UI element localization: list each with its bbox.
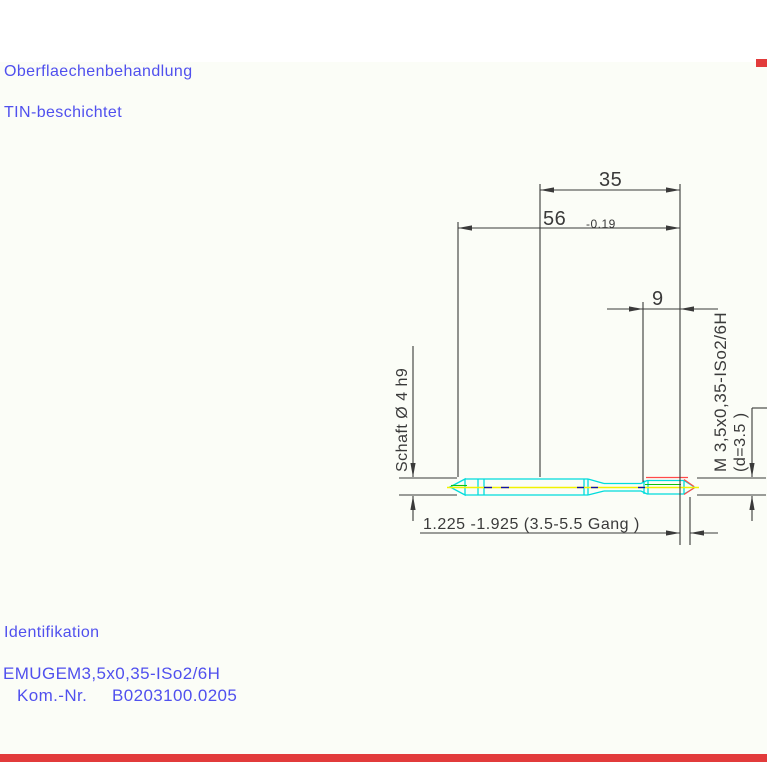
kom-nr-value: B0203100.0205 <box>112 686 238 705</box>
dimension-9: 9 <box>607 288 718 312</box>
thread-crest-lines <box>646 476 695 496</box>
thread-diameter-note: (d=3.5 ) <box>732 412 749 472</box>
dimension-shank-diameter: Schaft Ø 4 h9 <box>394 346 416 521</box>
spec-text: M3,5x0,35-ISo2/6H <box>67 664 221 683</box>
drawing-sheet-background <box>0 62 767 754</box>
shank-diameter-label: Schaft Ø 4 h9 <box>394 368 411 472</box>
identification-line1: EMUGE M3,5x0,35-ISo2/6H <box>3 664 220 684</box>
dim-35-text: 35 <box>599 169 622 191</box>
thread-pitch-lines <box>451 483 681 487</box>
brand-text: EMUGE <box>3 664 68 683</box>
extension-lines <box>399 184 767 545</box>
surface-treatment-label: Oberflaechenbehandlung <box>4 63 193 80</box>
dim-56-text: 56 <box>543 208 566 230</box>
chamfer-length-label: 1.225 -1.925 (3.5-5.5 Gang ) <box>423 516 640 533</box>
kom-nr-key: Kom.-Nr. <box>17 686 88 705</box>
dimension-chamfer: 1.225 -1.925 (3.5-5.5 Gang ) <box>420 516 718 536</box>
thread-designation-label: M 3,5x0,35-ISo2/6H <box>711 312 730 472</box>
dim-9-text: 9 <box>652 288 664 310</box>
dimension-56: 56 -0.19 <box>458 208 680 231</box>
dimension-thread: M 3,5x0,35-ISo2/6H (d=3.5 ) <box>711 312 755 521</box>
dimension-35: 35 <box>540 169 680 193</box>
dim-56-tolerance: -0.19 <box>586 217 616 231</box>
surface-treatment-value: TIN-beschichtet <box>4 104 123 121</box>
identification-label: Identifikation <box>4 624 100 641</box>
sheet-border-top-right <box>756 59 767 67</box>
identification-line2: Kom.-Nr. B0203100.0205 <box>17 686 237 706</box>
sheet-border-bottom <box>0 754 767 762</box>
